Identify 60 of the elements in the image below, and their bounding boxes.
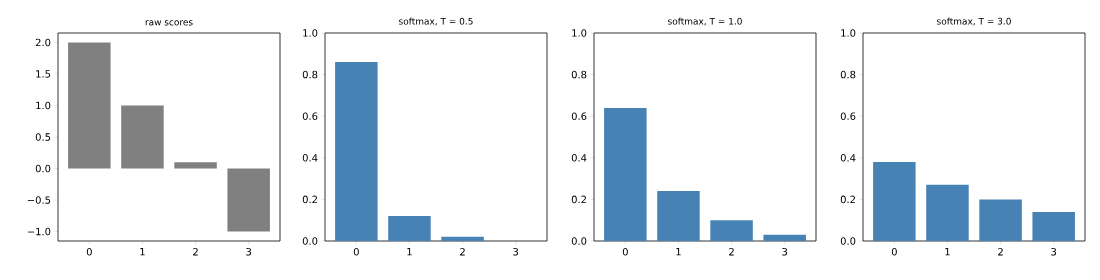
y-tick-label: 0.0 bbox=[571, 237, 587, 245]
y-tick-label: −1.0 bbox=[27, 227, 51, 236]
y-tick-label: 2.0 bbox=[35, 38, 51, 47]
x-tick-label: 3 bbox=[1051, 248, 1057, 256]
bar bbox=[68, 42, 111, 169]
y-tick-label: 0.0 bbox=[302, 237, 318, 245]
x-tick-label: 2 bbox=[460, 248, 465, 256]
chart-title: softmax, T = 1.0 bbox=[668, 17, 742, 26]
y-tick-label: −0.5 bbox=[27, 196, 51, 204]
x-tick-label: 1 bbox=[945, 248, 950, 256]
bar bbox=[763, 234, 806, 241]
x-tick-label: 3 bbox=[782, 248, 788, 256]
bar bbox=[227, 168, 270, 232]
bar bbox=[121, 105, 164, 169]
y-tick-label: 0.6 bbox=[571, 112, 587, 120]
x-tick-label: 3 bbox=[246, 248, 252, 256]
bar bbox=[979, 199, 1022, 241]
y-tick-label: 1.0 bbox=[36, 101, 51, 110]
bar bbox=[657, 191, 700, 241]
chart-title: softmax, T = 3.0 bbox=[937, 17, 1011, 26]
y-tick-label: 0.4 bbox=[302, 154, 318, 162]
chart-title: softmax, T = 0.5 bbox=[399, 17, 473, 26]
bar bbox=[1032, 211, 1075, 241]
y-tick-label: 0.6 bbox=[302, 112, 318, 120]
y-tick-label: 1.5 bbox=[36, 70, 51, 78]
bar bbox=[604, 107, 647, 241]
y-tick-label: 1.0 bbox=[572, 29, 587, 37]
x-tick-label: 2 bbox=[998, 248, 1003, 256]
y-tick-label: 0.4 bbox=[840, 154, 856, 162]
y-tick-label: 0.8 bbox=[302, 70, 318, 79]
y-tick-label: 0.5 bbox=[35, 133, 51, 141]
x-tick-label: 3 bbox=[513, 248, 519, 256]
x-tick-label: 1 bbox=[407, 248, 412, 256]
x-tick-label: 2 bbox=[193, 248, 198, 256]
x-tick-label: 2 bbox=[729, 248, 734, 256]
y-tick-label: 0.8 bbox=[840, 70, 856, 79]
y-tick-label: 0.0 bbox=[840, 237, 856, 245]
bar bbox=[926, 184, 969, 241]
y-tick-label: 0.2 bbox=[840, 195, 855, 204]
y-tick-label: 0.2 bbox=[571, 195, 586, 204]
x-tick-label: 0 bbox=[891, 248, 897, 256]
bar bbox=[873, 161, 916, 241]
x-tick-label: 0 bbox=[353, 248, 359, 256]
y-tick-label: 0.8 bbox=[571, 70, 587, 79]
bar bbox=[388, 216, 431, 241]
y-tick-label: 0.6 bbox=[840, 112, 856, 120]
y-tick-label: 0.4 bbox=[571, 154, 587, 162]
y-tick-label: 0.2 bbox=[302, 195, 317, 204]
x-tick-label: 1 bbox=[676, 248, 681, 256]
x-tick-label: 0 bbox=[622, 248, 628, 256]
bar bbox=[441, 236, 484, 241]
y-tick-label: 1.0 bbox=[841, 29, 856, 37]
bar bbox=[174, 162, 217, 169]
chart-title: raw scores bbox=[145, 20, 193, 26]
y-tick-label: 1.0 bbox=[303, 29, 318, 37]
bar bbox=[710, 220, 753, 241]
y-tick-label: 0.0 bbox=[35, 164, 51, 173]
x-tick-label: 1 bbox=[140, 248, 145, 256]
x-tick-label: 0 bbox=[86, 248, 92, 256]
bar bbox=[335, 62, 378, 241]
